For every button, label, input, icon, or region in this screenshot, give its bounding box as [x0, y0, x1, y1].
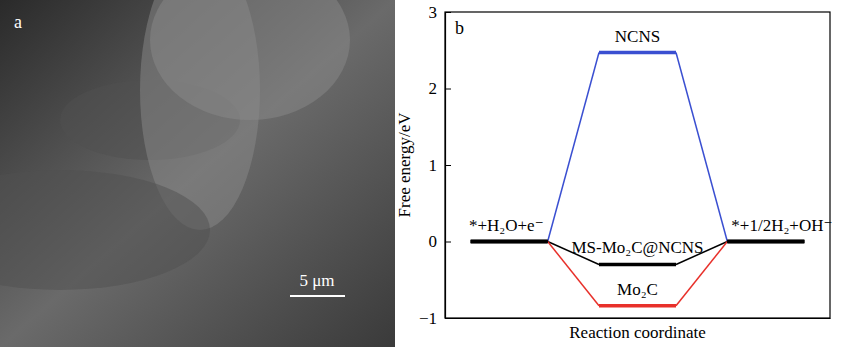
y-tick: 1 [429, 156, 452, 175]
x-axis [446, 318, 831, 319]
y-axis-title: Free energy/eV [395, 112, 414, 218]
texture [0, 170, 210, 290]
y-tick-mark [445, 242, 451, 243]
y-tick-mark [445, 12, 451, 13]
y-tick-label: 0 [429, 232, 438, 251]
panel-label: b [455, 18, 464, 38]
y-tick-label: 1 [429, 156, 438, 175]
connector [676, 53, 727, 242]
image-panel: a 5 μm [0, 0, 395, 347]
y-tick: 3 [429, 3, 452, 22]
y-tick-label: −1 [419, 309, 437, 328]
energy-level [599, 51, 676, 55]
texture [150, 0, 350, 120]
series-label: NCNS [615, 27, 660, 46]
y-tick-label: 3 [429, 3, 438, 22]
scale-bar [290, 295, 345, 297]
energy-level [471, 240, 548, 244]
y-tick: 0 [429, 232, 452, 251]
chart-panel: −1 0 1 2 3 Free energy/eV Reaction coordinate b… [395, 3, 833, 342]
y-tick-mark [445, 89, 451, 90]
energy-level [599, 304, 676, 308]
energy-level [599, 263, 676, 267]
series-label: Mo₂C [617, 280, 658, 299]
scale-bar-label: 5 μm [299, 271, 334, 290]
panel-label: a [14, 12, 22, 32]
marks [471, 53, 805, 306]
energy-level [727, 240, 804, 244]
series-label: MS-Mo₂C@NCNS [571, 238, 703, 257]
state-label: *+H₂O+e⁻ [469, 216, 544, 235]
state-label: *+1/2H₂+OH⁻ [731, 216, 832, 235]
energy-level [471, 240, 548, 244]
energy-level [471, 240, 548, 244]
y-tick-label: 2 [429, 79, 438, 98]
y-tick: 2 [429, 79, 452, 98]
energy-level [727, 240, 804, 244]
energy-level [727, 240, 804, 244]
plot-frame [445, 12, 830, 318]
connector [548, 53, 599, 242]
x-axis-line [446, 318, 831, 319]
y-axis: −1 0 1 2 3 [419, 3, 451, 328]
y-tick-mark [445, 165, 451, 166]
x-axis-title: Reaction coordinate [569, 323, 705, 342]
